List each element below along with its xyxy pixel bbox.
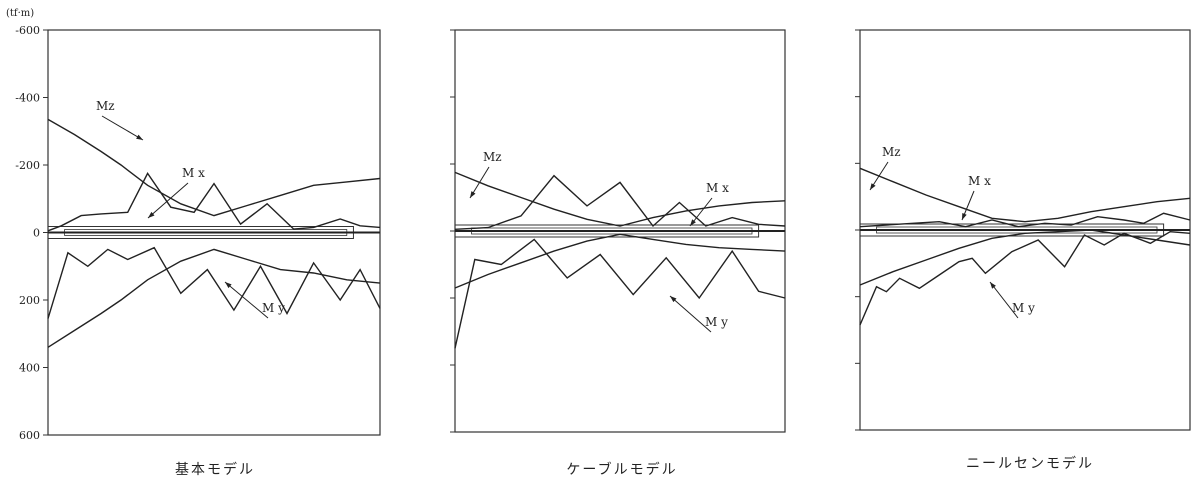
annotation-leader [224,281,269,319]
panel-nielsen-model: Mz M x M y ニールセンモデル [855,29,1191,472]
series-line-my-3 [47,246,381,319]
panel-basic-model: -600 -400 -200 0 200 400 600 Mz M x M y 基本モデル [15,24,381,478]
y-tick-label: 400 [19,362,40,375]
series-line-my-2 [859,212,1191,228]
annotation-label: M y [705,315,728,329]
annotation-leader [147,182,189,219]
annotation-arrowhead [962,213,967,220]
annotation-leader [101,115,144,141]
panel-title: ケーブルモデル [566,461,677,478]
annotation-arrowhead [148,211,155,218]
series-line-mz-1 [454,233,786,289]
series-line-my-2 [47,172,381,232]
series-line-mz-0 [859,167,1191,223]
y-tick-label: 200 [19,294,40,307]
y-tick-label: -400 [15,92,40,105]
annotation-label: M x [706,181,729,195]
annotation-label: M y [1012,301,1035,315]
annotation-label: Mz [882,145,901,159]
annotation-label: M x [182,166,205,180]
panel-title: 基本モデル [175,461,255,478]
annotation-leader [989,281,1019,319]
panel-title: ニールセンモデル [966,455,1094,472]
annotation-label: Mz [483,150,502,164]
annotation-label: M y [262,301,285,315]
series-line-mz-1 [859,229,1191,286]
annotation-arrowhead [136,134,143,140]
series-line-my-3 [859,230,1191,326]
annotation-arrowhead [225,282,232,289]
panel-cable-model: Mz M x M y ケーブルモデル [450,29,786,478]
y-tick-label: -200 [15,159,40,172]
annotation-arrowhead [690,219,696,226]
unit-label: (tf·m) [6,8,34,19]
annotation-label: M x [968,174,991,188]
annotation-arrowhead [870,183,876,190]
annotation-label: Mz [96,99,115,113]
y-tick-label: 0 [33,227,40,240]
annotation-leader [669,295,712,333]
series-line-mz-1 [47,248,381,348]
y-tick-label: -600 [15,24,40,37]
annotation-arrowhead [670,296,677,303]
annotation-arrowhead [470,191,476,198]
series-line-my-2 [454,174,786,230]
series-line-mz-0 [47,118,381,217]
series-line-mz-0 [454,171,786,227]
y-tick-label: 600 [19,429,40,442]
annotation-arrowhead [990,282,996,289]
series-line-my-3 [454,238,786,349]
